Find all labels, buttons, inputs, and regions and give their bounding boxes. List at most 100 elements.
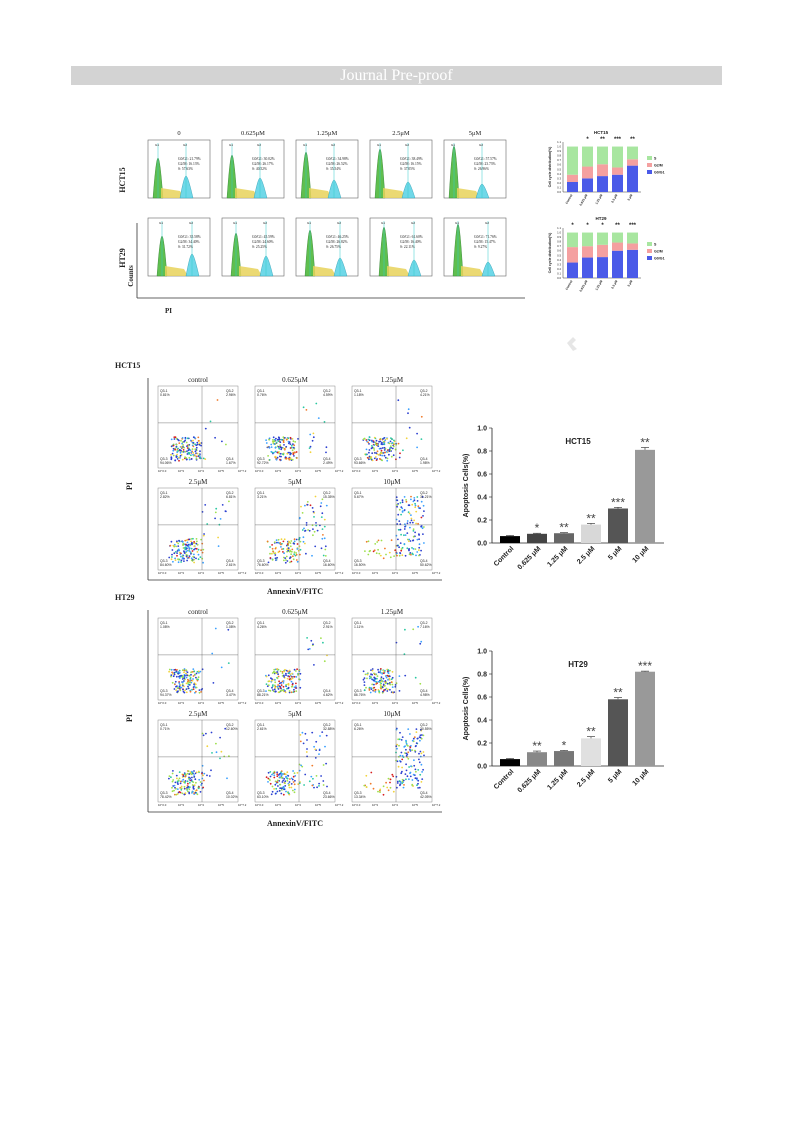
flow-dot [416,777,418,780]
q-value: 88.21% [257,693,269,697]
apop-significance: ** [586,725,596,739]
q-value: 2.49% [323,461,333,465]
flow-dot [304,504,306,507]
flow-dot [314,757,317,759]
q-label: Q3-2 [420,723,428,727]
apop-ytick: 0.8 [477,449,487,456]
flow-dot [186,541,189,544]
flow-dot [195,446,198,449]
flow-dot [372,550,375,553]
flow-dot [179,689,182,692]
flow-dot [184,450,187,453]
flow-dot [265,442,268,444]
flow-dot [289,550,292,552]
flow-dot [171,556,173,558]
stacked-segment-s [612,232,623,243]
flow-xtick: 10^2.0 [255,571,264,575]
q-label: Q3-3 [160,791,168,795]
flow-dot [409,552,412,554]
flow-dot [219,518,222,520]
flow-xtick: 10^7.2 [335,571,344,575]
flow-dot [305,522,308,524]
flow-dot [404,773,407,775]
flow-dot [392,442,395,445]
stacked-segment-g0g1 [627,165,638,192]
flow-dot [284,561,287,564]
q-label: Q3-2 [323,491,331,495]
flow-dot [202,774,204,777]
flow-dot [273,440,276,442]
flow-dot [400,751,403,754]
flow-dot [183,668,186,670]
flow-dot [418,543,421,546]
flow-dot [225,443,227,446]
flow-dot [190,547,193,550]
flow-dot [197,558,200,561]
flow-dot [192,678,194,680]
flow-frame [351,617,433,701]
flow-dot [392,775,395,778]
flow-dot [371,446,374,449]
flow-dot [419,736,422,739]
flow-dot [313,516,315,518]
flow-dot [384,675,387,677]
flow-dot [405,742,408,745]
flow-dot [405,500,408,503]
flow-dot [411,739,414,742]
flow-panel: Q3-12.82%Q3-26.81%Q3-384.60%Q3-42.61%10^… [157,487,247,575]
q-label: Q3-1 [354,491,362,495]
flow-dot [183,560,185,562]
apop-ytick: 0.6 [477,695,487,702]
s-phase-area [383,188,406,198]
flow-xtick: 10^4 [198,803,204,807]
flow-dot [178,777,181,780]
apop-bar [608,699,628,766]
stacked-segment-g0g1 [567,182,578,192]
flow-dot [225,510,227,513]
stacked-ytick: 0.7 [557,244,561,248]
flow-dot [180,449,182,452]
q-value: 4.26% [257,625,267,629]
flow-dot [318,785,320,787]
flow-frame [157,617,239,701]
flow-dot [218,523,221,526]
flow-dot [295,670,297,672]
flow-dot [290,691,293,694]
flow-dot [273,668,276,671]
flow-dot [403,496,406,498]
flow-dot [298,782,301,784]
flow-dot [404,525,406,528]
flow-dot [291,449,294,452]
flow-dot [321,528,324,530]
stacked-category: Control [565,279,574,290]
flow-dot [413,736,416,739]
flow-dot [400,549,403,552]
q-label: Q3-4 [226,457,234,461]
flow-dot [387,449,389,451]
flow-dot [320,775,322,777]
flow-dot [280,446,283,449]
flow-dot [299,548,302,551]
flow-dot [175,456,178,458]
flow-dot [186,437,189,440]
flow-dot [315,775,318,777]
flow-dot [183,780,186,783]
flow-dot [199,457,202,460]
flow-dot [368,443,370,445]
cycle-stat-text: G0/G1: 61.60% [400,235,423,239]
flow-dot [396,552,398,555]
flow-dot [274,668,277,671]
flow-dot [395,496,398,499]
flow-dot [170,668,173,671]
flow-dot [398,456,401,459]
flow-dot [295,451,298,453]
flow-dot [320,547,323,550]
flow-dot [280,543,282,546]
flow-dot [280,774,283,777]
flow-dot [177,686,179,689]
flow-dot [186,674,188,677]
flow-dot [306,739,308,741]
flow-dot [419,507,421,510]
flow-dot [282,682,285,684]
